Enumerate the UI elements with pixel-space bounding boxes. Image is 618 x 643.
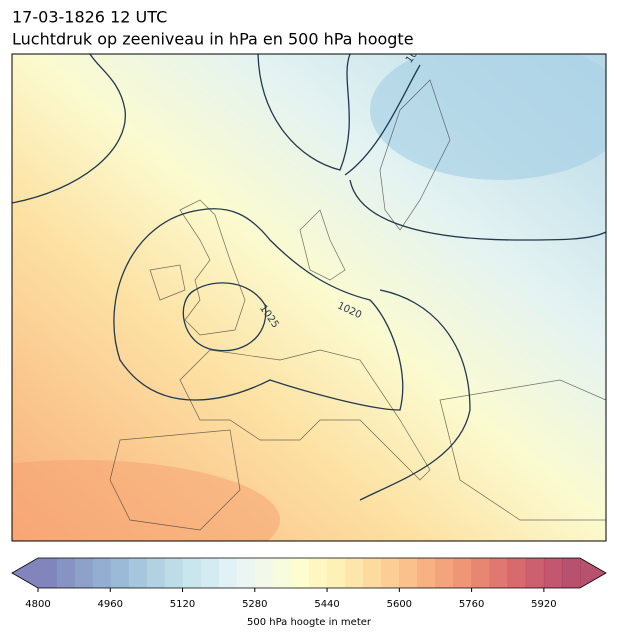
colorbar-tick-label: 4800 bbox=[25, 599, 50, 610]
colorbar-bin bbox=[38, 558, 57, 588]
colorbar-tick-label: 5920 bbox=[531, 599, 556, 610]
map: 1015 1020 1025 bbox=[12, 38, 606, 541]
isobar bbox=[12, 54, 126, 204]
colorbar-bin bbox=[92, 558, 111, 588]
colorbar-tick-label: 5120 bbox=[170, 599, 195, 610]
colorbar-bin bbox=[128, 558, 147, 588]
isobar bbox=[344, 64, 606, 241]
colorbar-tick-label: 5600 bbox=[387, 599, 412, 610]
colorbar-bin bbox=[525, 558, 545, 588]
coastlines bbox=[109, 79, 606, 531]
colorbar-bin bbox=[182, 558, 202, 588]
colorbar-bin bbox=[309, 558, 328, 588]
colorbar-bin bbox=[218, 558, 238, 588]
colorbar-bin bbox=[146, 558, 165, 588]
height-high bbox=[12, 460, 280, 541]
colorbar-tick-label: 5280 bbox=[242, 599, 267, 610]
colorbar-extend bbox=[12, 558, 38, 588]
colorbar-bin bbox=[164, 558, 184, 588]
colorbar-bin bbox=[381, 558, 400, 588]
colorbar-bin bbox=[489, 558, 509, 588]
colorbar: 4800 4960 5120 5280 5440 5600 5760 5920 bbox=[11, 557, 607, 610]
colorbar-bin bbox=[200, 558, 220, 588]
colorbar-bin bbox=[453, 558, 473, 588]
colorbar-bin bbox=[543, 558, 563, 588]
colorbar-bin bbox=[74, 558, 93, 588]
colorbar-bin bbox=[471, 558, 491, 588]
isobar bbox=[257, 54, 351, 171]
colorbar-tick-label: 5760 bbox=[459, 599, 484, 610]
colorbar-bin bbox=[507, 558, 527, 588]
isobar bbox=[113, 208, 404, 411]
colorbar-bin bbox=[254, 558, 274, 588]
colorbar-label: 500 hPa hoogte in meter bbox=[247, 617, 372, 628]
title: 17-03-1826 12 UTC bbox=[12, 8, 167, 27]
height-low bbox=[370, 54, 606, 180]
colorbar-extend bbox=[580, 558, 606, 588]
colorbar-bin bbox=[56, 558, 75, 588]
colorbar-bin bbox=[327, 558, 346, 588]
isobar bbox=[182, 282, 267, 352]
colorbar-bin bbox=[363, 558, 382, 588]
colorbar-tick-label: 4960 bbox=[98, 599, 123, 610]
colorbar-bin bbox=[345, 558, 364, 588]
colorbar-tick-label: 5440 bbox=[314, 599, 339, 610]
colorbar-bin bbox=[561, 558, 581, 588]
map-frame bbox=[11, 53, 607, 542]
colorbar-bin bbox=[290, 558, 310, 588]
colorbar-bin bbox=[417, 558, 436, 588]
colorbar-bin bbox=[110, 558, 129, 588]
isobar bbox=[359, 289, 471, 501]
colorbar-bin bbox=[236, 558, 256, 588]
colorbar-bin bbox=[435, 558, 455, 588]
subtitle: Luchtdruk op zeeniveau in hPa en 500 hPa… bbox=[12, 30, 414, 49]
colorbar-bin bbox=[399, 558, 418, 588]
colorbar-outline bbox=[11, 557, 607, 589]
colorbar-bin bbox=[272, 558, 292, 588]
contour-label: 1015 bbox=[404, 38, 428, 65]
